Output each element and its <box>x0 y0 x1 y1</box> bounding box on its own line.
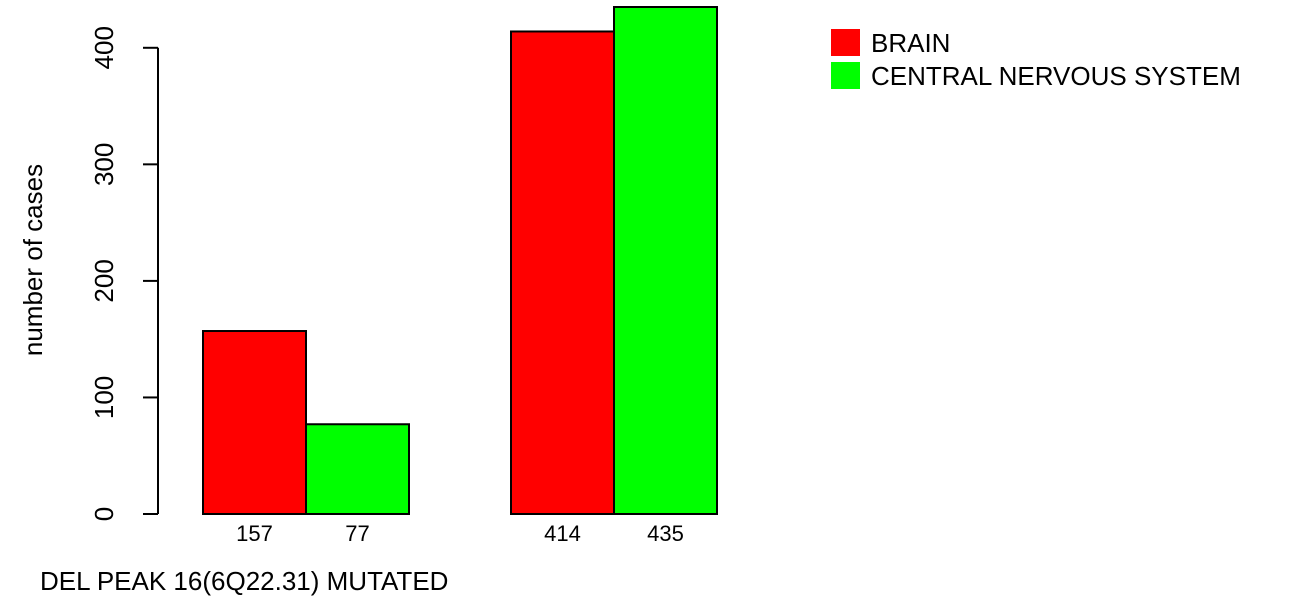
legend-swatch <box>831 62 860 89</box>
bar-value-label: 414 <box>544 521 581 546</box>
y-axis: 0 100 200 300 400 <box>89 26 159 521</box>
y-tick-label: 200 <box>89 259 119 302</box>
bar-central-nervous-system-1 <box>305 423 410 515</box>
bar-value-label: 157 <box>236 521 273 546</box>
x-axis-title: DEL PEAK 16(6Q22.31) MUTATED <box>40 566 448 596</box>
bar-value-label: 435 <box>647 521 684 546</box>
legend-swatch <box>831 29 860 56</box>
legend-label: CENTRAL NERVOUS SYSTEM <box>871 61 1241 91</box>
bar-brain-1 <box>202 330 307 515</box>
y-axis-title: number of cases <box>18 164 48 356</box>
y-tick-label: 300 <box>89 143 119 186</box>
bars-group <box>202 6 718 516</box>
bar-central-nervous-system-2 <box>613 6 718 515</box>
bar-value-label: 77 <box>345 521 369 546</box>
y-tick-label: 400 <box>89 26 119 69</box>
bar-brain-2 <box>510 30 615 516</box>
legend-label: BRAIN <box>871 28 950 58</box>
y-tick-label: 0 <box>89 507 119 521</box>
bar-labels-group: 157 77 414 435 <box>236 521 684 546</box>
y-tick-label: 100 <box>89 376 119 419</box>
